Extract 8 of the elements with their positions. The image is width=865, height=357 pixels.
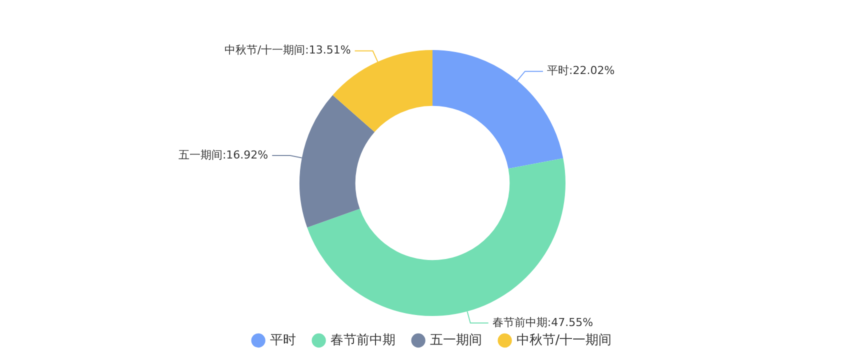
data-label: 中秋节/十一期间:13.51% — [224, 44, 351, 57]
legend-label: 中秋节/十一期间 — [516, 332, 612, 348]
legend-label: 春节前中期 — [330, 332, 396, 348]
data-label: 平时:22.02% — [546, 64, 615, 78]
data-label: 春节前中期:47.55% — [492, 316, 594, 329]
legend-label: 平时 — [270, 332, 296, 348]
data-label: 五一期间:16.92% — [178, 148, 268, 162]
legend-label: 五一期间 — [430, 332, 482, 348]
